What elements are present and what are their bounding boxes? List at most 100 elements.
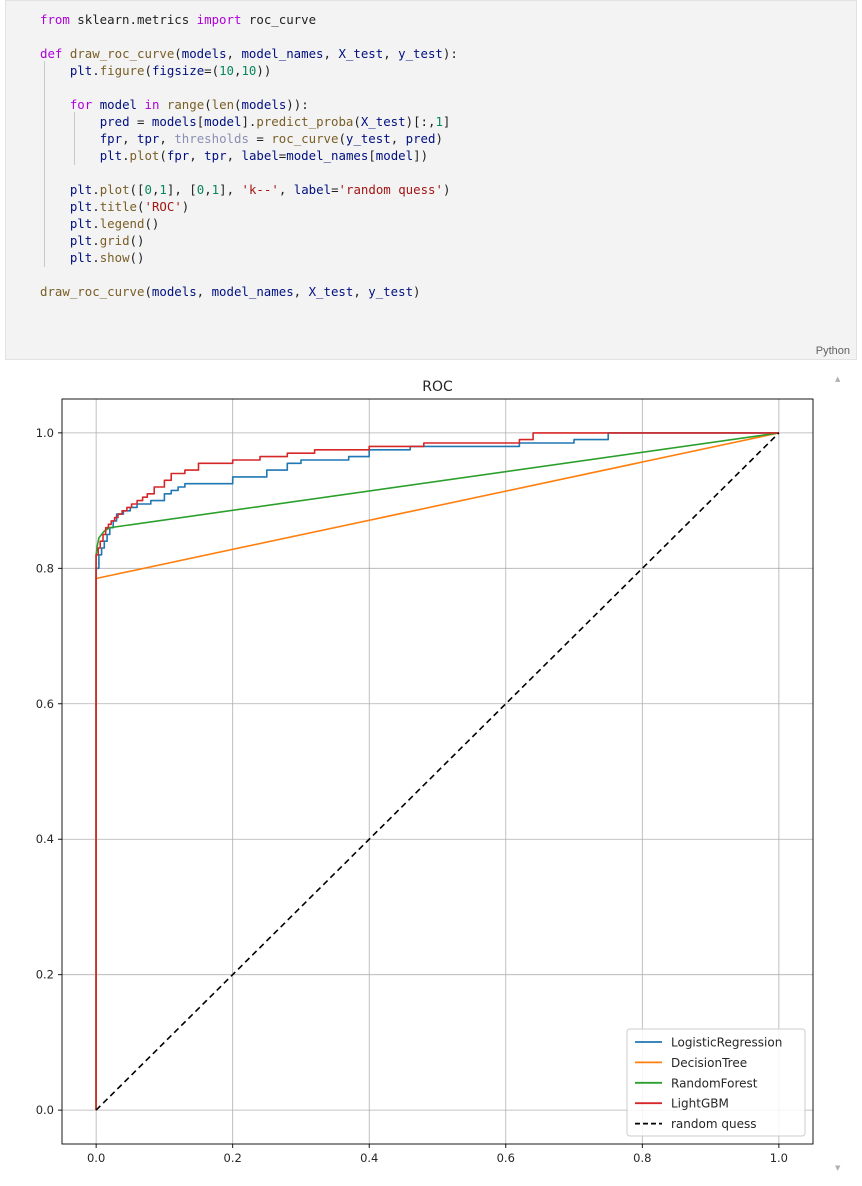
cell-language-label[interactable]: Python <box>815 345 850 357</box>
code-token: roc_curve <box>241 12 317 27</box>
code-line[interactable]: plt.grid() <box>40 231 458 250</box>
code-cell[interactable]: from sklearn.metrics import roc_curve de… <box>5 0 857 360</box>
code-token: , <box>122 131 137 146</box>
code-token: , <box>204 182 212 197</box>
code-token: 'k--' <box>241 182 279 197</box>
code-token: show <box>99 250 130 265</box>
indent-guide <box>44 146 45 165</box>
code-line[interactable] <box>40 163 458 182</box>
code-token: , <box>226 148 242 163</box>
code-token: models <box>151 114 197 129</box>
code-token: ], [ <box>166 182 197 197</box>
code-line[interactable]: plt.show() <box>40 248 458 267</box>
code-token: . <box>92 199 100 214</box>
code-token: 'random quess' <box>338 182 443 197</box>
code-token: model_names <box>241 46 324 61</box>
code-token: ) <box>181 199 190 214</box>
code-token: plt <box>69 182 93 197</box>
code-token: ], <box>219 182 242 197</box>
code-token: ( <box>144 284 152 299</box>
code-token: models <box>151 284 197 299</box>
code-token: , <box>383 46 399 61</box>
code-token: . <box>92 63 100 78</box>
legend-box <box>626 1028 806 1137</box>
code-token: ) <box>413 284 421 299</box>
code-token: ] <box>442 114 451 129</box>
code-line[interactable] <box>40 78 458 97</box>
code-token: , <box>151 182 160 197</box>
code-line[interactable]: fpr, tpr, thresholds = roc_curve(y_test,… <box>40 129 458 148</box>
code-editor[interactable]: from sklearn.metrics import roc_curve de… <box>40 11 458 300</box>
code-token: models <box>181 46 227 61</box>
code-token: model <box>99 97 138 112</box>
code-token: ]) <box>413 148 429 163</box>
x-tick-label: 0.8 <box>633 1151 651 1165</box>
code-token: title <box>99 199 138 214</box>
code-token: models <box>241 97 287 112</box>
code-token: y_test <box>398 46 443 61</box>
code-token: import <box>196 12 242 27</box>
code-token: , <box>278 182 294 197</box>
code-line[interactable]: plt.legend() <box>40 214 458 233</box>
code-token: . <box>92 233 100 248</box>
code-line[interactable]: from sklearn.metrics import roc_curve <box>40 11 458 28</box>
code-line[interactable] <box>40 266 458 283</box>
code-token: = <box>248 131 272 146</box>
code-token: tpr <box>204 148 227 163</box>
code-token: 1 <box>159 182 167 197</box>
code-token: [ <box>368 148 376 163</box>
indent-guide <box>44 129 45 148</box>
legend-label: DecisionTree <box>671 1056 747 1070</box>
code-token: fpr <box>99 131 123 146</box>
code-token: () <box>129 250 145 265</box>
code-line[interactable]: def draw_roc_curve(models, model_names, … <box>40 45 458 62</box>
code-token: , <box>196 284 212 299</box>
code-token: from <box>40 12 70 27</box>
code-token: ): <box>442 46 458 61</box>
code-token: X_test <box>360 114 406 129</box>
code-token: ) <box>435 131 443 146</box>
code-token: . <box>122 148 130 163</box>
code-token: plot <box>99 182 130 197</box>
x-tick-label: 0.4 <box>360 1151 378 1165</box>
code-token: model <box>375 148 414 163</box>
code-token: )[:, <box>405 114 436 129</box>
code-token <box>40 131 100 146</box>
scroll-up-icon[interactable]: ▲ <box>835 375 841 383</box>
code-token: tpr <box>137 131 160 146</box>
code-line[interactable]: plt.figure(figsize=(10,10)) <box>40 61 458 80</box>
code-token: draw_roc_curve <box>69 46 175 61</box>
code-line[interactable]: plt.plot(fpr, tpr, label=model_names[mod… <box>40 146 458 165</box>
code-token: () <box>144 216 160 231</box>
code-token: plt <box>69 63 93 78</box>
indent-guide <box>44 61 45 80</box>
code-line[interactable] <box>40 28 458 45</box>
indent-guide <box>44 248 45 267</box>
plot-frame <box>61 398 814 1145</box>
legend-label: LogisticRegression <box>671 1036 782 1050</box>
code-token: X_test <box>308 284 354 299</box>
code-line[interactable]: pred = models[model].predict_proba(X_tes… <box>40 112 458 131</box>
code-line[interactable]: for model in range(len(models)): <box>40 95 458 114</box>
code-token: def <box>40 46 63 61</box>
code-token: , <box>159 131 175 146</box>
code-token: ( <box>144 63 152 78</box>
y-tick-label: 0.8 <box>36 561 54 575</box>
code-token: roc_curve <box>271 131 339 146</box>
code-token: ( <box>234 97 242 112</box>
code-line[interactable]: plt.plot([0,1], [0,1], 'k--', label='ran… <box>40 180 458 199</box>
y-tick-label: 1.0 <box>36 426 54 440</box>
code-token: , <box>234 63 242 78</box>
y-tick-label: 0.4 <box>36 832 54 846</box>
code-token: =( <box>204 63 220 78</box>
code-token: 'ROC' <box>144 199 182 214</box>
indent-guide <box>44 214 45 233</box>
indent-guide <box>44 78 45 97</box>
code-line[interactable]: draw_roc_curve(models, model_names, X_te… <box>40 283 458 300</box>
indent-guide <box>73 112 75 131</box>
code-token: range <box>166 97 205 112</box>
code-token: 1 <box>435 114 443 129</box>
code-token: ([ <box>129 182 145 197</box>
scroll-down-icon[interactable]: ▼ <box>835 1164 841 1172</box>
code-line[interactable]: plt.title('ROC') <box>40 197 458 216</box>
